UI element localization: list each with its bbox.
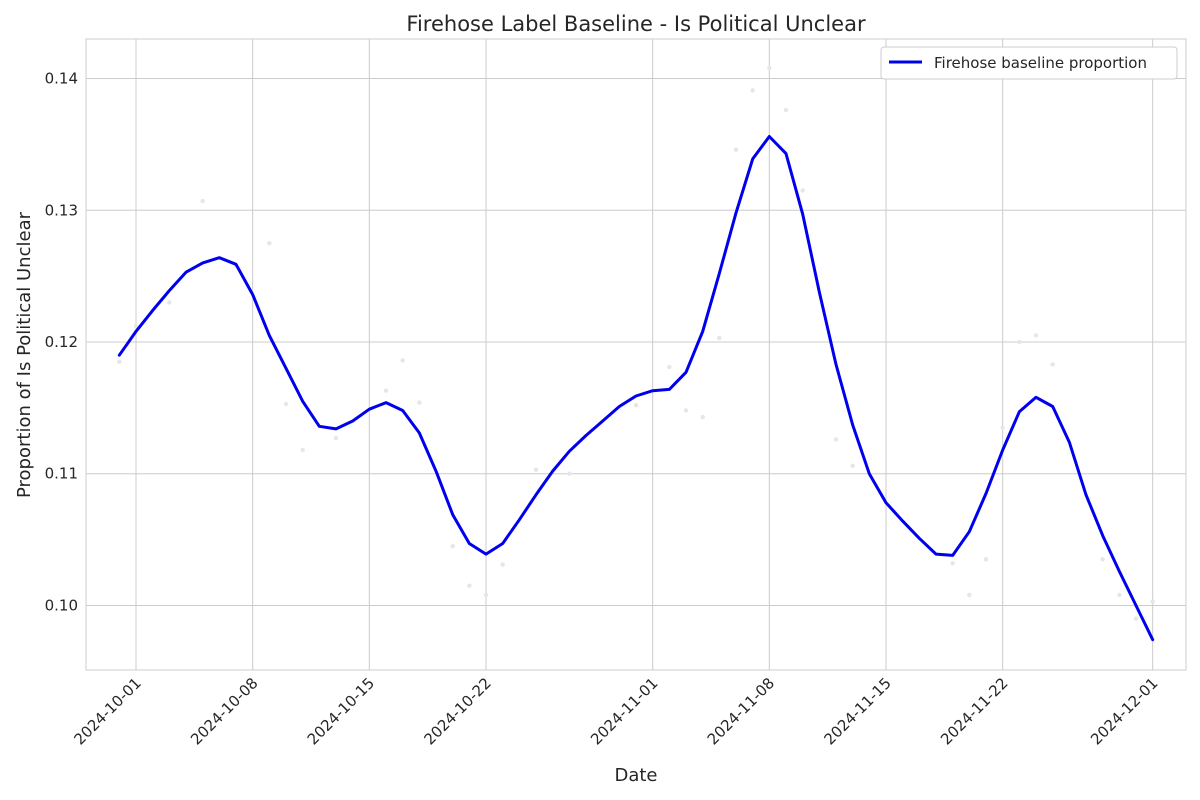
raw-point [1100,557,1105,562]
chart-title: Firehose Label Baseline - Is Political U… [406,12,866,36]
series-line [117,135,1155,642]
raw-point [717,335,722,341]
raw-point [450,543,455,549]
raw-point [483,592,489,598]
raw-point [983,557,989,562]
y-tick-label: 0.12 [45,333,78,351]
y-tick-labels: 0.10 0.11 0.12 0.13 0.14 [45,70,78,615]
raw-point [1133,616,1139,621]
raw-point [200,198,205,204]
raw-point [417,400,422,405]
raw-point [1017,339,1022,345]
x-axis-label: Date [614,765,657,786]
raw-point [117,359,122,364]
raw-point [833,437,839,442]
raw-point [1117,592,1122,598]
raw-point [267,240,272,246]
raw-point [333,435,339,441]
raw-point [1000,425,1005,430]
raw-point [667,364,672,370]
raw-point [967,592,972,598]
raw-point [800,188,805,193]
y-tick-label: 0.11 [45,465,78,483]
raw-point [533,467,539,472]
raw-point [633,403,639,408]
raw-point [750,88,755,93]
raw-point [283,401,289,407]
legend-box [880,46,1178,80]
raw-point [300,447,305,453]
series-lines-layer [117,135,1155,642]
y-tick-label: 0.14 [45,70,78,88]
plot-area-frame [85,38,1187,671]
raw-point [467,583,472,588]
raw-point [1050,362,1055,367]
raw-point [783,107,789,113]
raw-point [1033,333,1039,338]
raw-point [400,358,405,363]
raw-point [850,463,855,469]
raw-point [1150,599,1155,604]
legend: Firehose baseline proportion [880,46,1178,80]
y-tick-label: 0.13 [45,201,78,219]
raw-point [133,323,139,329]
y-axis-label: Proportion of Is Political Unclear [14,211,35,498]
raw-point [500,562,505,567]
raw-point [567,471,572,476]
y-tick-label: 0.10 [45,596,78,614]
raw-point [767,65,772,71]
raw-point [700,414,705,420]
raw-point [733,147,739,152]
raw-point [950,561,955,566]
raw-point [383,388,389,393]
legend-label: Firehose baseline proportion [934,54,1147,72]
raw-point [683,408,689,413]
raw-point [167,300,172,305]
